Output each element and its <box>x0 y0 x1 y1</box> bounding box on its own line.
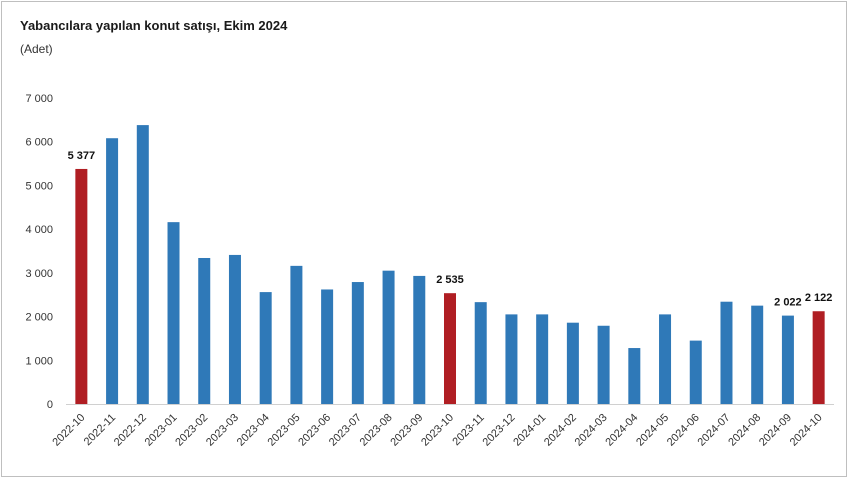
x-tick-label: 2024-02 <box>542 412 579 449</box>
x-tick-label: 2022-11 <box>82 412 118 448</box>
x-tick-label: 2023-09 <box>388 412 425 449</box>
bar-2024-01 <box>536 314 549 404</box>
bar-2023-01 <box>167 222 180 404</box>
bar-2023-04 <box>259 292 272 404</box>
x-tick-label: 2022-12 <box>112 412 149 449</box>
bar-2022-10 <box>75 168 88 404</box>
x-tick-label: 2024-07 <box>696 412 733 449</box>
x-tick-label: 2023-08 <box>358 412 395 449</box>
x-tick-label: 2023-10 <box>419 412 456 449</box>
data-label: 2 122 <box>805 292 833 304</box>
x-tick-label: 2023-05 <box>265 412 302 449</box>
bar-2022-12 <box>136 125 149 405</box>
bar-2023-06 <box>321 289 334 404</box>
bar-2024-08 <box>751 305 764 404</box>
x-tick-label: 2024-06 <box>665 412 702 449</box>
y-tick-label: 3 000 <box>25 268 53 280</box>
x-tick-label: 2024-10 <box>788 412 825 449</box>
bar-2024-05 <box>659 314 672 404</box>
bar-2024-07 <box>720 301 733 404</box>
y-tick-label: 5 000 <box>25 180 53 192</box>
x-tick-label: 2024-09 <box>757 412 794 449</box>
x-tick-label: 2023-03 <box>204 412 241 449</box>
chart-title: Yabancılara yapılan konut satışı, Ekim 2… <box>20 18 288 33</box>
bar-2023-08 <box>382 270 395 404</box>
x-tick-label: 2024-01 <box>511 412 548 449</box>
x-tick-label: 2023-04 <box>235 412 272 449</box>
x-tick-label: 2023-07 <box>327 412 364 449</box>
y-tick-label: 6 000 <box>25 137 53 149</box>
y-tick-label: 0 <box>47 399 53 411</box>
y-tick-label: 7 000 <box>25 93 53 105</box>
x-tick-label: 2023-12 <box>481 412 518 449</box>
bar-2023-11 <box>474 302 487 404</box>
bar-2024-06 <box>689 340 702 404</box>
bar-2023-10 <box>444 293 456 404</box>
bar-2023-05 <box>290 265 303 404</box>
bar-2023-02 <box>198 257 211 404</box>
chart-subtitle: (Adet) <box>20 42 53 56</box>
bar-2024-03 <box>597 325 610 404</box>
x-tick-label: 2024-08 <box>726 412 763 449</box>
x-tick-label: 2023-01 <box>143 412 180 449</box>
bar-2024-10 <box>812 311 825 404</box>
y-tick-label: 1 000 <box>25 355 53 367</box>
x-tick-label: 2024-04 <box>603 412 640 449</box>
bar-2022-11 <box>106 138 119 404</box>
data-label: 2 535 <box>436 274 464 286</box>
y-tick-label: 4 000 <box>25 224 53 236</box>
bar-2023-07 <box>351 282 364 404</box>
bar-2023-03 <box>228 254 241 404</box>
x-tick-label: 2024-05 <box>634 412 671 449</box>
bar-2024-04 <box>628 348 641 404</box>
bar-2024-02 <box>566 322 579 404</box>
x-tick-label: 2022-10 <box>50 412 87 449</box>
x-tick-label: 2023-06 <box>296 412 333 449</box>
data-label: 2 022 <box>774 297 802 309</box>
x-tick-label: 2023-11 <box>450 412 486 448</box>
bar-2023-12 <box>505 314 518 404</box>
y-tick-label: 2 000 <box>25 312 53 324</box>
x-tick-label: 2023-02 <box>173 412 210 449</box>
data-label: 5 377 <box>68 150 96 162</box>
x-tick-label: 2024-03 <box>573 412 610 449</box>
bar-2024-09 <box>781 315 794 404</box>
bar-2023-09 <box>413 275 426 404</box>
